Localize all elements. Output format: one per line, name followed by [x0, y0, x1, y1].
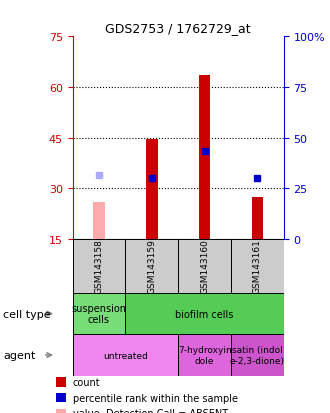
- FancyBboxPatch shape: [178, 240, 231, 293]
- Text: 7-hydroxyin
dole: 7-hydroxyin dole: [178, 346, 231, 365]
- Text: biofilm cells: biofilm cells: [176, 309, 234, 319]
- Text: cell type: cell type: [3, 309, 51, 319]
- Text: GSM143161: GSM143161: [253, 239, 262, 294]
- Text: GSM143160: GSM143160: [200, 239, 209, 294]
- FancyBboxPatch shape: [125, 240, 178, 293]
- Text: GSM143158: GSM143158: [94, 239, 104, 294]
- FancyBboxPatch shape: [231, 335, 284, 376]
- Text: percentile rank within the sample: percentile rank within the sample: [73, 393, 238, 403]
- FancyBboxPatch shape: [125, 293, 284, 335]
- Title: GDS2753 / 1762729_at: GDS2753 / 1762729_at: [105, 21, 251, 35]
- FancyBboxPatch shape: [73, 335, 178, 376]
- Text: untreated: untreated: [103, 351, 148, 360]
- FancyBboxPatch shape: [73, 240, 125, 293]
- Bar: [199, 76, 211, 240]
- Text: value, Detection Call = ABSENT: value, Detection Call = ABSENT: [73, 408, 228, 413]
- Text: satin (indol
e-2,3-dione): satin (indol e-2,3-dione): [230, 346, 285, 365]
- Text: count: count: [73, 377, 100, 387]
- Bar: [251, 197, 263, 240]
- Bar: [93, 202, 105, 240]
- FancyBboxPatch shape: [231, 240, 284, 293]
- Text: GSM143159: GSM143159: [147, 239, 156, 294]
- FancyBboxPatch shape: [178, 335, 231, 376]
- FancyBboxPatch shape: [73, 293, 125, 335]
- Text: suspension
cells: suspension cells: [72, 303, 126, 325]
- Text: agent: agent: [3, 350, 36, 360]
- Bar: [146, 140, 158, 240]
